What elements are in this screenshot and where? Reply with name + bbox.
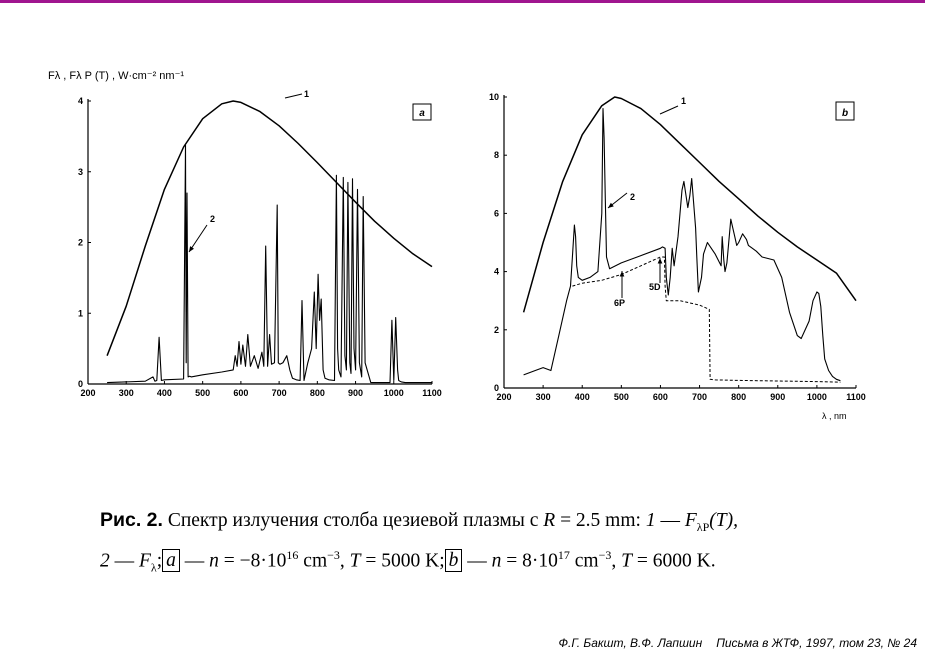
annotation-leader [284,93,303,99]
caption-F1-arg: (T), [709,510,738,531]
caption-label-a: a [162,549,180,573]
y-tick-label: 4 [494,267,499,277]
caption-F2-sub: λ [150,560,157,575]
x-tick-label: 700 [272,388,287,398]
panel-label-text: a [419,108,425,119]
x-tick-label: 1100 [422,388,442,398]
caption-a-unit: cm [298,550,328,572]
footer: Ф.Г. Бакшт, В.Ф. Лапшин Письма в ЖТФ, 199… [559,636,917,650]
y-tick-label: 1 [78,308,83,318]
annotation-label: 6P [614,298,625,308]
annotation-label: 5D [649,282,661,292]
caption-b-comma: , [611,550,622,572]
caption-b-dash: — [462,550,492,572]
series-line-2 [523,108,841,382]
x-tick-label: 200 [496,392,511,402]
annotation-arrowhead [189,246,195,252]
caption-b-density: = 8·10 [501,550,558,572]
caption-line-1: Рис. 2. Спектр излучения столба цезиевой… [100,506,860,541]
caption-text: Спектр излучения столба цезиевой плазмы … [162,510,544,531]
series-line-2 [107,144,432,384]
series-line-1 [106,100,433,356]
x-tick-label: 300 [119,388,134,398]
y-tick-label: 4 [78,96,83,106]
footer-authors: Ф.Г. Бакшт, В.Ф. Лапшин [558,636,703,650]
annotation-arrowhead [657,258,663,264]
x-axis-label: λ , nm [822,411,847,421]
caption-b-temp: = 6000 K. [631,550,716,572]
x-tick-label: 900 [770,392,785,402]
spectrum-charts: 200 300 400 500 600 700 800 900 1000 110001234a12… [48,70,866,421]
x-tick-label: 700 [692,392,707,402]
panel-label-text: b [842,108,848,119]
caption-a-density: = −8·10 [218,550,287,572]
y-axis-label: Fλ , Fλ P (T) , W·cm⁻² nm⁻¹ [48,70,184,82]
caption-R-value: = 2.5 mm: [555,510,646,531]
caption-b-unit: cm [569,550,599,572]
caption-F1-sub: λP [696,519,710,534]
footer-journal: Письма в ЖТФ, 1997, том 23, № 24 [716,636,917,650]
panel-label-box [835,101,855,121]
series-line-dashed [572,256,841,383]
annotation-arrowhead [608,202,614,208]
x-tick-label: 800 [310,388,325,398]
x-tick-label: 400 [157,388,172,398]
chart-panel-a: 200 300 400 500 600 700 800 900 1000 1100 0 1 2 3 4 a 1 2 [78,89,442,398]
x-tick-label: 600 [653,392,668,402]
y-tick-label: 10 [489,92,499,102]
series-line-1 [522,96,857,313]
caption-a-exp: 16 [286,547,299,562]
annotation-label: 2 [210,214,215,224]
panel-label-box [412,103,432,121]
x-tick-label: 900 [348,388,363,398]
figure-caption: Рис. 2. Спектр излучения столба цезиевой… [100,506,860,581]
x-tick-label: 1100 [846,392,866,402]
annotation-label: 1 [304,89,309,99]
x-tick-label: 1000 [807,392,827,402]
x-tick-label: 200 [80,388,95,398]
y-tick-label: 6 [494,208,499,218]
y-tick-label: 2 [78,238,83,248]
caption-dash-2: — [109,550,139,572]
caption-sep: ; [156,550,163,572]
y-tick-label: 0 [494,383,499,393]
caption-n-b: n [491,550,502,572]
x-tick-label: 500 [195,388,210,398]
caption-fig-number: Рис. 2. [100,509,163,531]
caption-a-comma: , [339,550,350,572]
caption-F1: F [684,510,697,531]
x-tick-label: 800 [731,392,746,402]
caption-F2: F [139,550,151,572]
caption-n-a: n [209,550,219,572]
caption-R: R [543,510,556,531]
accent-bar [0,0,925,3]
caption-T-b: T [621,550,632,572]
caption-a-unit-exp: −3 [327,547,340,562]
annotation-label: 2 [630,192,635,202]
caption-curve-2: 2 [100,550,110,572]
caption-b-exp: 17 [557,547,570,562]
x-tick-label: 400 [575,392,590,402]
caption-dash-1: — [655,510,685,531]
caption-T-a: T [349,550,361,572]
y-tick-label: 3 [78,167,83,177]
x-tick-label: 500 [614,392,629,402]
annotation-arrowhead [619,271,625,277]
caption-a-dash: — [179,550,210,572]
x-tick-label: 600 [233,388,248,398]
caption-a-temp: = 5000 K; [360,550,445,572]
y-tick-label: 8 [494,150,499,160]
annotation-label: 1 [681,96,686,106]
caption-line-2: 2 — Fλ; a — n = −8·1016 cm−3, T = 5000 K;… [100,541,860,581]
caption-curve-1: 1 [645,510,656,531]
caption-label-b: b [444,549,463,573]
y-tick-label: 2 [494,325,499,335]
x-tick-label: 300 [536,392,551,402]
chart-panel-b: 200 300 400 500 600 700 800 900 1000 1100 0 2 4 6 8 10 b… [489,92,866,421]
y-tick-label: 0 [78,379,83,389]
x-tick-label: 1000 [384,388,404,398]
annotation-leader [659,105,679,115]
caption-b-unit-exp: −3 [598,547,612,562]
